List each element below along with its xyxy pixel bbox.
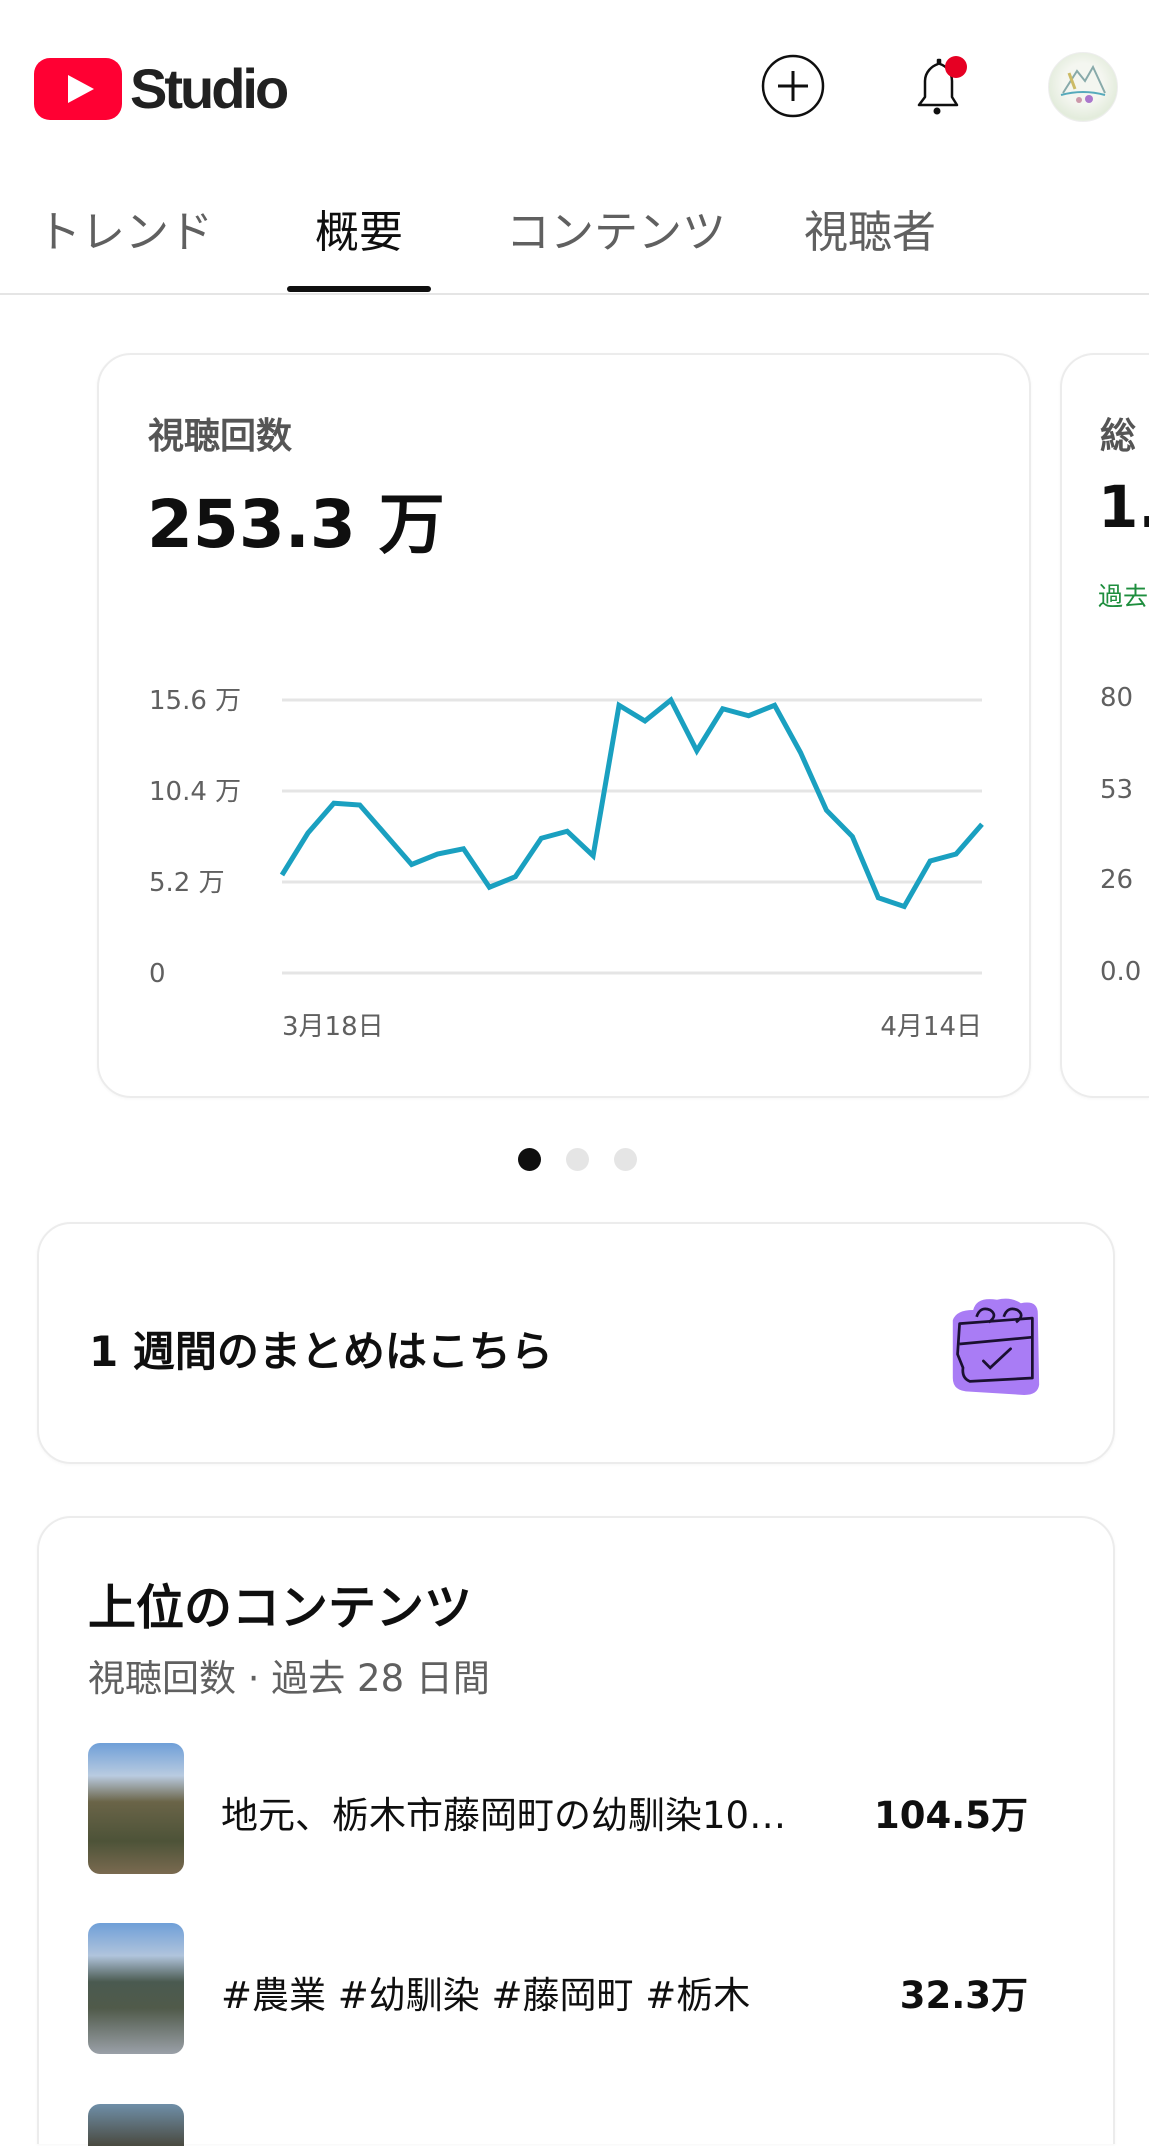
video-title: #農業 #幼馴染 #藤岡町 #栃木	[221, 1965, 750, 2019]
bell-icon	[904, 53, 970, 123]
content-row[interactable]: #農業 #幼馴染 #藤岡町 #栃木 32.3万	[39, 1923, 1113, 2055]
youtube-logo-icon	[34, 58, 122, 120]
plus-circle-icon	[760, 53, 826, 119]
views-series-line	[282, 700, 982, 907]
create-button[interactable]	[760, 53, 826, 119]
x-tick-label: 3月18日	[282, 1012, 384, 1042]
views-line-chart: 15.6 万 10.4 万 5.2 万 0 3月18日 4月14日	[99, 355, 1029, 1095]
video-title: 地元、栃木市藤岡町の幼馴染10…	[221, 1785, 786, 1839]
app-title: Studio	[130, 56, 286, 121]
notifications-button[interactable]	[904, 53, 970, 119]
weekly-summary-label: 1 週間のまとめはこちら	[89, 1318, 553, 1379]
carousel-dot-2[interactable]	[566, 1148, 589, 1171]
carousel-dot-3[interactable]	[614, 1148, 637, 1171]
metric-title: 総	[1100, 407, 1136, 459]
x-tick-label: 4月14日	[880, 1012, 982, 1042]
top-content-card: 上位のコンテンツ 視聴回数 · 過去 28 日間 地元、栃木市藤岡町の幼馴染10…	[37, 1516, 1115, 2144]
y-tick-label: 26	[1100, 865, 1133, 895]
video-views: 32.3万	[900, 1965, 1028, 2019]
channel-avatar[interactable]	[1048, 52, 1118, 122]
metric-value: 1.	[1098, 473, 1149, 541]
y-tick-label: 0	[149, 959, 166, 989]
tab-trend[interactable]: トレンド	[37, 196, 213, 260]
carousel-dot-1[interactable]	[518, 1148, 541, 1171]
tabs-divider	[0, 293, 1149, 295]
y-tick-label: 10.4 万	[149, 777, 241, 807]
tab-content[interactable]: コンテンツ	[506, 196, 726, 260]
content-row[interactable]: 地元、栃木市藤岡町の幼馴染10… 104.5万	[39, 1743, 1113, 1875]
avatar-logo-icon	[1049, 53, 1117, 121]
top-content-subtitle: 視聴回数 · 過去 28 日間	[88, 1648, 490, 1702]
y-tick-label: 5.2 万	[149, 868, 225, 898]
weekly-summary-card[interactable]: 1 週間のまとめはこちら	[37, 1222, 1115, 1464]
watch-time-metric-card[interactable]: 総 1. 過去 80 53 26 0.0	[1060, 353, 1149, 1098]
video-thumbnail	[88, 2104, 184, 2146]
video-thumbnail	[88, 1923, 184, 2054]
top-content-title: 上位のコンテンツ	[88, 1568, 472, 1638]
video-views: 104.5万	[874, 1785, 1028, 1839]
metric-comparison-note: 過去	[1098, 577, 1148, 613]
active-tab-indicator	[287, 286, 431, 292]
content-row[interactable]	[39, 2104, 1113, 2146]
tab-audience[interactable]: 視聴者	[804, 196, 936, 260]
y-tick-label: 80	[1100, 683, 1133, 713]
video-thumbnail	[88, 1743, 184, 1874]
y-tick-label: 53	[1100, 775, 1133, 805]
tab-overview[interactable]: 概要	[315, 196, 403, 260]
y-tick-label: 0.0	[1100, 957, 1141, 987]
y-tick-label: 15.6 万	[149, 686, 241, 716]
calendar-check-icon	[929, 1276, 1065, 1412]
youtube-studio-logo[interactable]: Studio	[34, 56, 286, 121]
